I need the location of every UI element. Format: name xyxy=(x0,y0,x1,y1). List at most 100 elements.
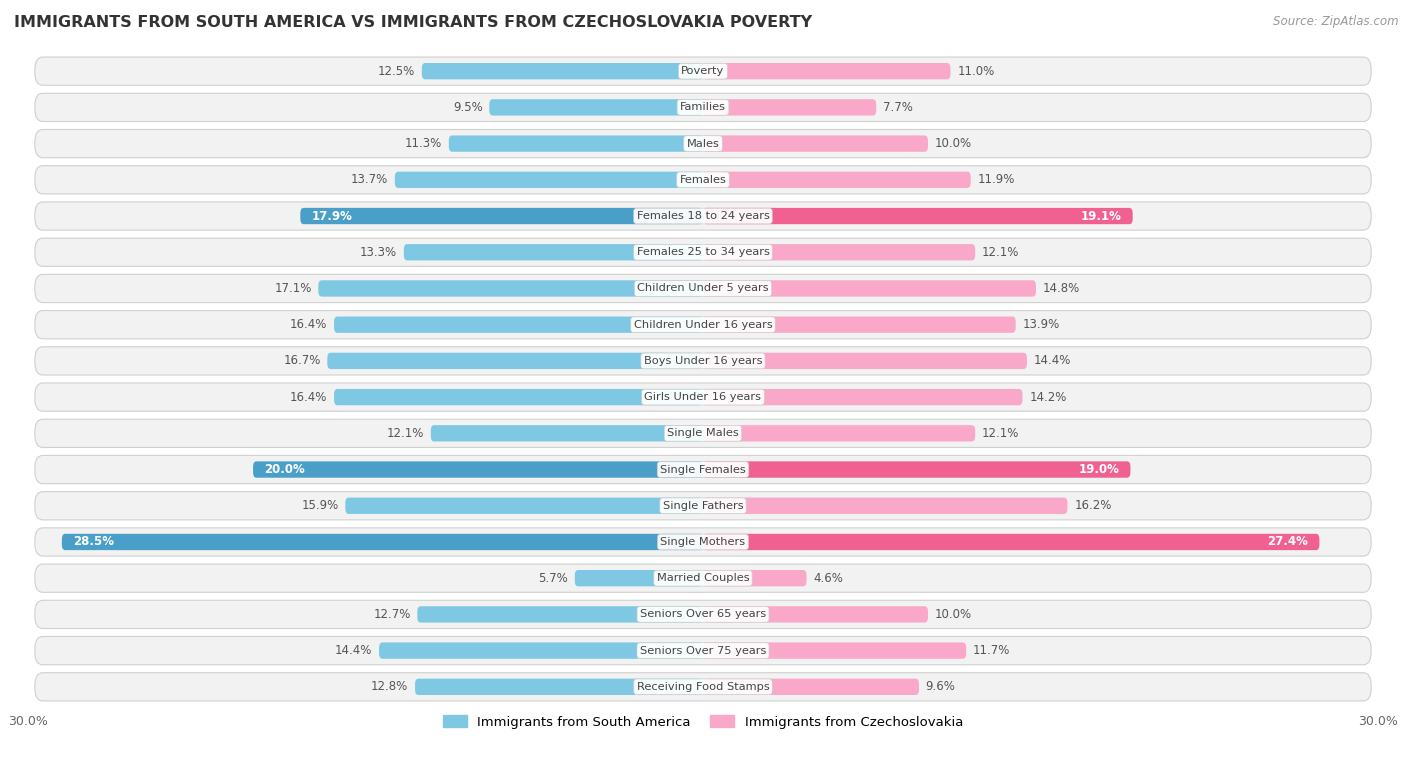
FancyBboxPatch shape xyxy=(703,534,1319,550)
Text: 11.0%: 11.0% xyxy=(957,64,994,77)
FancyBboxPatch shape xyxy=(404,244,703,261)
Text: 12.7%: 12.7% xyxy=(373,608,411,621)
Text: Married Couples: Married Couples xyxy=(657,573,749,583)
FancyBboxPatch shape xyxy=(703,136,928,152)
Text: 17.1%: 17.1% xyxy=(274,282,312,295)
Text: Girls Under 16 years: Girls Under 16 years xyxy=(644,392,762,402)
FancyBboxPatch shape xyxy=(35,672,1371,701)
Text: Children Under 5 years: Children Under 5 years xyxy=(637,283,769,293)
FancyBboxPatch shape xyxy=(35,419,1371,447)
Text: 13.9%: 13.9% xyxy=(1022,318,1060,331)
Text: 28.5%: 28.5% xyxy=(73,535,114,549)
FancyBboxPatch shape xyxy=(35,564,1371,592)
Text: 14.2%: 14.2% xyxy=(1029,390,1067,403)
FancyBboxPatch shape xyxy=(703,606,928,622)
FancyBboxPatch shape xyxy=(35,311,1371,339)
Text: Source: ZipAtlas.com: Source: ZipAtlas.com xyxy=(1274,15,1399,28)
Text: 10.0%: 10.0% xyxy=(935,608,972,621)
Text: 12.1%: 12.1% xyxy=(981,246,1019,258)
Text: IMMIGRANTS FROM SOUTH AMERICA VS IMMIGRANTS FROM CZECHOSLOVAKIA POVERTY: IMMIGRANTS FROM SOUTH AMERICA VS IMMIGRA… xyxy=(14,15,813,30)
Text: 12.1%: 12.1% xyxy=(387,427,425,440)
FancyBboxPatch shape xyxy=(35,93,1371,121)
FancyBboxPatch shape xyxy=(703,643,966,659)
FancyBboxPatch shape xyxy=(703,171,970,188)
Text: 16.2%: 16.2% xyxy=(1074,500,1112,512)
Text: Females 25 to 34 years: Females 25 to 34 years xyxy=(637,247,769,257)
Text: 19.1%: 19.1% xyxy=(1081,209,1122,223)
Text: 14.8%: 14.8% xyxy=(1043,282,1080,295)
FancyBboxPatch shape xyxy=(328,352,703,369)
FancyBboxPatch shape xyxy=(575,570,703,587)
FancyBboxPatch shape xyxy=(395,171,703,188)
FancyBboxPatch shape xyxy=(703,280,1036,296)
FancyBboxPatch shape xyxy=(301,208,703,224)
FancyBboxPatch shape xyxy=(703,389,1022,406)
Text: 17.9%: 17.9% xyxy=(312,209,353,223)
FancyBboxPatch shape xyxy=(703,244,976,261)
FancyBboxPatch shape xyxy=(335,317,703,333)
Text: Females 18 to 24 years: Females 18 to 24 years xyxy=(637,211,769,221)
Text: 12.8%: 12.8% xyxy=(371,681,408,694)
FancyBboxPatch shape xyxy=(703,208,1133,224)
FancyBboxPatch shape xyxy=(703,462,1130,478)
FancyBboxPatch shape xyxy=(35,57,1371,86)
Text: 11.3%: 11.3% xyxy=(405,137,441,150)
FancyBboxPatch shape xyxy=(449,136,703,152)
FancyBboxPatch shape xyxy=(703,352,1026,369)
Text: 13.3%: 13.3% xyxy=(360,246,396,258)
Text: 10.0%: 10.0% xyxy=(935,137,972,150)
FancyBboxPatch shape xyxy=(703,317,1015,333)
FancyBboxPatch shape xyxy=(418,606,703,622)
Text: Single Females: Single Females xyxy=(661,465,745,475)
Text: 11.9%: 11.9% xyxy=(977,174,1015,186)
Text: Seniors Over 75 years: Seniors Over 75 years xyxy=(640,646,766,656)
FancyBboxPatch shape xyxy=(346,497,703,514)
Text: 9.5%: 9.5% xyxy=(453,101,482,114)
FancyBboxPatch shape xyxy=(35,274,1371,302)
FancyBboxPatch shape xyxy=(703,63,950,80)
FancyBboxPatch shape xyxy=(35,637,1371,665)
FancyBboxPatch shape xyxy=(35,528,1371,556)
Text: 16.7%: 16.7% xyxy=(283,355,321,368)
Text: Children Under 16 years: Children Under 16 years xyxy=(634,320,772,330)
FancyBboxPatch shape xyxy=(62,534,703,550)
FancyBboxPatch shape xyxy=(35,456,1371,484)
Text: 7.7%: 7.7% xyxy=(883,101,912,114)
FancyBboxPatch shape xyxy=(35,130,1371,158)
FancyBboxPatch shape xyxy=(35,166,1371,194)
Text: Poverty: Poverty xyxy=(682,66,724,76)
FancyBboxPatch shape xyxy=(430,425,703,441)
Text: Families: Families xyxy=(681,102,725,112)
FancyBboxPatch shape xyxy=(703,497,1067,514)
Text: 4.6%: 4.6% xyxy=(813,572,844,584)
FancyBboxPatch shape xyxy=(703,99,876,115)
FancyBboxPatch shape xyxy=(703,570,807,587)
FancyBboxPatch shape xyxy=(335,389,703,406)
Text: 12.5%: 12.5% xyxy=(378,64,415,77)
Text: Receiving Food Stamps: Receiving Food Stamps xyxy=(637,682,769,692)
Text: Seniors Over 65 years: Seniors Over 65 years xyxy=(640,609,766,619)
FancyBboxPatch shape xyxy=(703,425,976,441)
Text: Single Mothers: Single Mothers xyxy=(661,537,745,547)
Text: Single Males: Single Males xyxy=(666,428,740,438)
Text: 15.9%: 15.9% xyxy=(301,500,339,512)
Text: 16.4%: 16.4% xyxy=(290,318,328,331)
Text: 20.0%: 20.0% xyxy=(264,463,305,476)
FancyBboxPatch shape xyxy=(380,643,703,659)
Legend: Immigrants from South America, Immigrants from Czechoslovakia: Immigrants from South America, Immigrant… xyxy=(437,710,969,735)
Text: 19.0%: 19.0% xyxy=(1078,463,1119,476)
Text: 9.6%: 9.6% xyxy=(925,681,956,694)
Text: 13.7%: 13.7% xyxy=(352,174,388,186)
FancyBboxPatch shape xyxy=(35,492,1371,520)
Text: 5.7%: 5.7% xyxy=(538,572,568,584)
FancyBboxPatch shape xyxy=(253,462,703,478)
Text: 27.4%: 27.4% xyxy=(1267,535,1308,549)
Text: Males: Males xyxy=(686,139,720,149)
Text: 14.4%: 14.4% xyxy=(1033,355,1071,368)
FancyBboxPatch shape xyxy=(35,202,1371,230)
Text: 16.4%: 16.4% xyxy=(290,390,328,403)
Text: Single Fathers: Single Fathers xyxy=(662,501,744,511)
FancyBboxPatch shape xyxy=(703,678,920,695)
Text: Females: Females xyxy=(679,175,727,185)
Text: 11.7%: 11.7% xyxy=(973,644,1011,657)
